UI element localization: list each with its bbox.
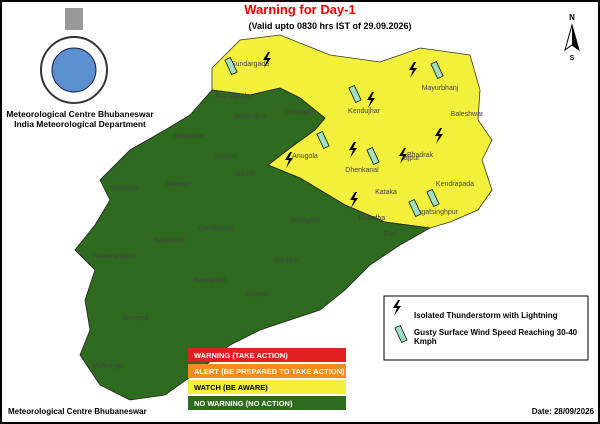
district-label: Sambalpur xyxy=(233,113,268,120)
org-dept: India Meteorological Department xyxy=(14,119,146,129)
district-label: Kalahandi xyxy=(154,237,186,244)
level-swatch xyxy=(188,380,346,394)
legend-item: Gusty Surface Wind Speed Reaching 30-40 … xyxy=(414,328,578,346)
lightning-icon xyxy=(349,142,357,158)
district-label: Kendrapada xyxy=(436,181,474,188)
subtitle: (Valid upto 0830 hrs IST of 29.09.2026) xyxy=(248,21,411,31)
icons xyxy=(263,52,443,316)
wind-icon xyxy=(408,199,422,217)
level-label: ALERT (BE PREPARED TO TAKE ACTION) xyxy=(194,367,345,376)
district-label: Rayagada xyxy=(194,277,226,284)
logo xyxy=(40,8,108,104)
lightning-icon xyxy=(409,62,417,78)
district-label: Kataka xyxy=(375,189,397,196)
level-swatch xyxy=(188,348,346,362)
title: Warning for Day-1 xyxy=(244,2,355,17)
no-warning-region xyxy=(74,87,432,401)
district-label: Nayagarh xyxy=(290,217,320,224)
district-label: Khordha xyxy=(359,215,386,222)
district-label: Jagatsinghpur xyxy=(414,209,459,216)
wind-icon xyxy=(366,147,380,165)
legend-item: Isolated Thunderstorm with Lightning xyxy=(414,311,558,320)
legend-box xyxy=(383,295,589,361)
lightning-icon xyxy=(367,92,375,108)
district-label: Nuapada xyxy=(110,185,139,192)
district-label: Bhadrak xyxy=(407,152,434,159)
org-name: Meteorological Centre Bhubaneswar xyxy=(6,109,154,119)
lightning-icon xyxy=(393,300,401,316)
footer-org: Meteorological Centre Bhubaneswar xyxy=(8,407,147,416)
compass-arrow-half xyxy=(572,25,579,50)
district-label: Nawarangpur xyxy=(93,253,136,260)
district-label: Puri xyxy=(384,231,397,238)
wind-icon xyxy=(348,85,362,103)
wind-icons xyxy=(224,57,444,343)
lightning-icon xyxy=(263,52,271,68)
district-label: Jajpur xyxy=(400,155,420,162)
warning-levels: WARNING (TAKE ACTION) ALERT (BE PREPARED … xyxy=(188,348,346,410)
district-label: Boudh xyxy=(236,171,256,178)
wind-icon xyxy=(394,325,408,343)
lightning-icon xyxy=(399,148,407,164)
seal-inner xyxy=(51,47,97,93)
district-label: Sundargada xyxy=(231,61,269,68)
district-label: Koraput xyxy=(124,315,149,322)
district-label: Balangir xyxy=(165,181,191,188)
lightning-icon xyxy=(285,152,293,168)
lightning-icon xyxy=(435,128,443,144)
legend-wrap: Gusty Surface Wind Speed Reaching 30-40 … xyxy=(414,328,578,346)
level-label: WARNING (TAKE ACTION) xyxy=(194,351,288,360)
district-labels: Sundargada Mayurbhanj Jharsuguda Sambalpur D… xyxy=(92,61,484,370)
level-swatch xyxy=(188,396,346,410)
wind-icon xyxy=(430,61,444,79)
level-label: NO WARNING (NO ACTION) xyxy=(194,399,293,408)
north: N xyxy=(569,13,575,22)
district-label: Sonpur xyxy=(215,153,238,160)
district-label: Jharsuguda xyxy=(214,93,251,100)
wind-icon xyxy=(316,131,330,149)
district-label: Ganjam xyxy=(274,257,299,264)
wind-icon xyxy=(426,189,440,207)
district-label: Dhenkanal xyxy=(345,167,379,174)
district-label: Kandhamal xyxy=(198,225,234,232)
district-label: Anugola xyxy=(292,153,318,160)
district-label: Malkangiri xyxy=(92,363,124,370)
district-label: Kendujhar xyxy=(348,108,381,115)
lightning-icon xyxy=(350,192,358,208)
wind-icon xyxy=(224,57,238,75)
south: S xyxy=(570,55,575,62)
emblem xyxy=(65,8,83,30)
level-swatch xyxy=(188,364,346,378)
district-label: Debagarh xyxy=(285,109,316,116)
footer-date: Date: 28/09/2026 xyxy=(532,407,595,416)
district-label: Baragada xyxy=(173,133,203,140)
district-label: Mayurbhanj xyxy=(422,85,459,92)
district-label: Gajapati xyxy=(245,291,272,298)
level-label: WATCH (BE AWARE) xyxy=(194,383,268,392)
district-label: Baleshwar xyxy=(451,111,484,118)
